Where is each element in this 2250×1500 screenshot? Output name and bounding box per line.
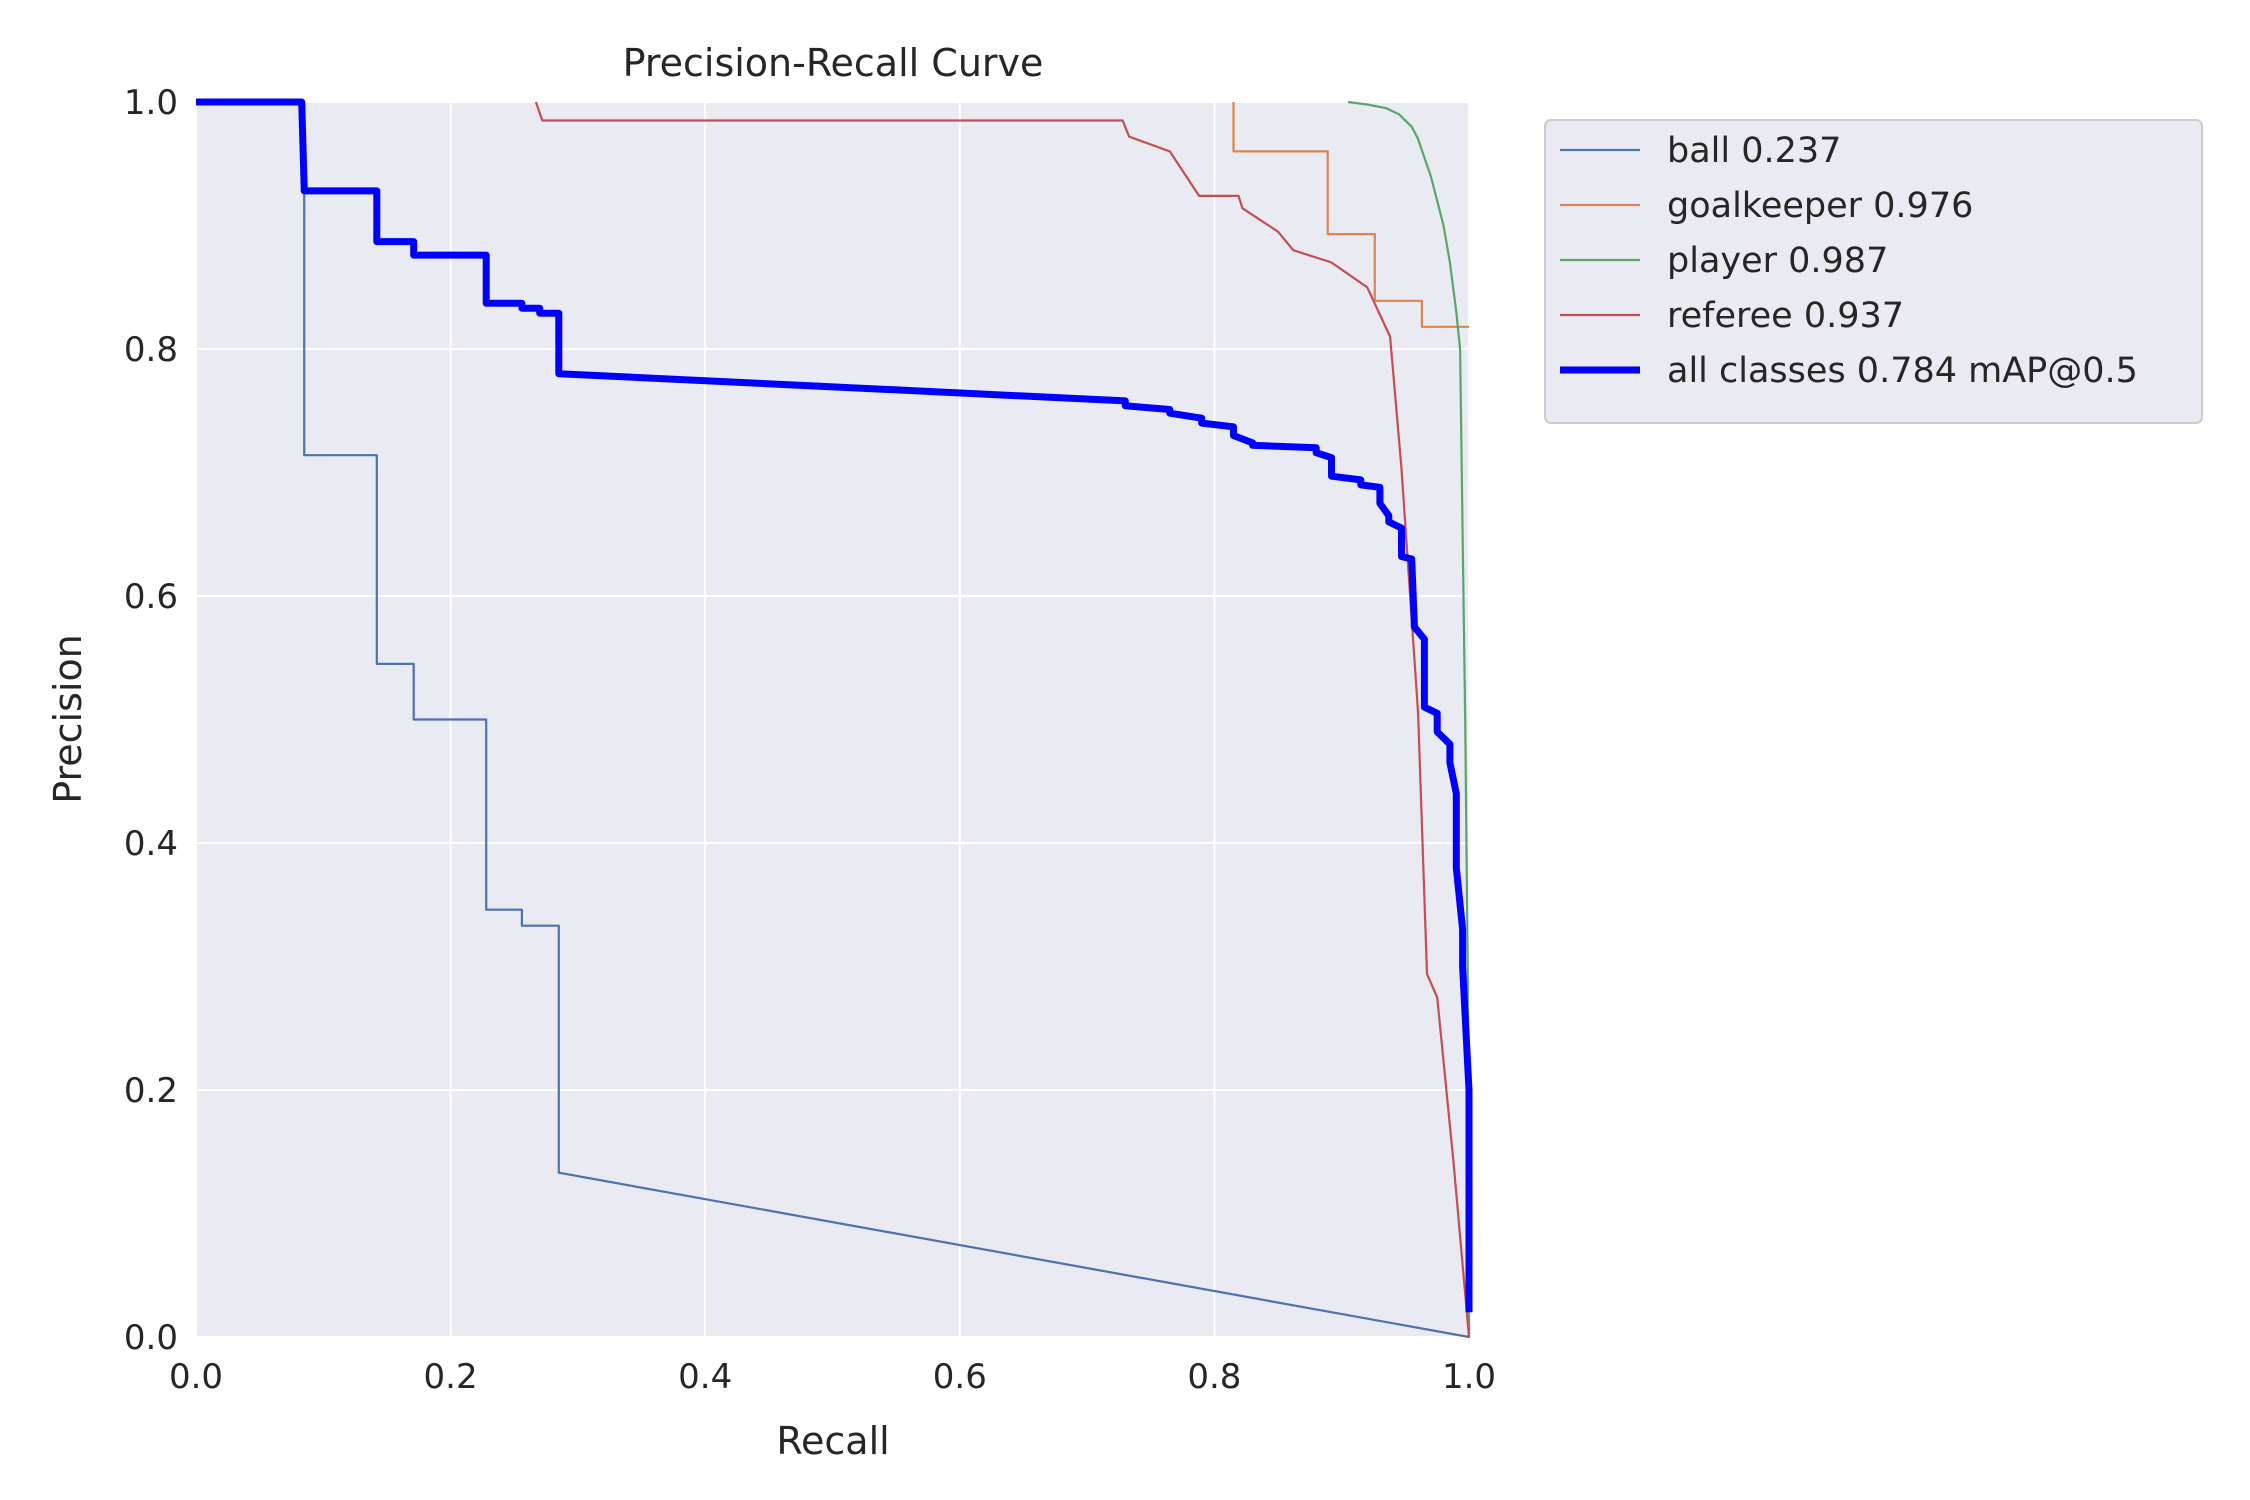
legend-label-0: ball 0.237 <box>1667 131 1841 171</box>
x-tick-label: 1.0 <box>1442 1357 1496 1397</box>
y-tick-label: 0.0 <box>124 1318 178 1358</box>
y-tick-label: 0.6 <box>124 577 178 617</box>
y-axis-label: Precision <box>46 634 90 804</box>
x-tick-label: 0.6 <box>933 1357 987 1397</box>
series-line-1 <box>1232 102 1469 328</box>
grid-lines <box>195 101 1470 1338</box>
x-tick-label: 0.0 <box>169 1357 223 1397</box>
series-line-0 <box>196 100 1471 1339</box>
y-tick-label: 0.4 <box>124 824 178 864</box>
chart-title: Precision-Recall Curve <box>623 41 1044 85</box>
legend-box <box>1544 119 2203 424</box>
y-tick-label: 0.8 <box>124 330 178 370</box>
series-line-3 <box>534 101 1471 1338</box>
x-tick-label: 0.2 <box>424 1357 478 1397</box>
y-tick-label: 0.2 <box>124 1071 178 1111</box>
legend-label-3: referee 0.937 <box>1667 296 1904 336</box>
x-axis-label: Recall <box>776 1419 889 1463</box>
x-tick-label: 0.8 <box>1187 1357 1241 1397</box>
y-axis-ticks: 0.0 0.2 0.4 0.6 0.8 1.0 <box>124 83 178 1358</box>
legend-label-2: player 0.987 <box>1667 241 1888 281</box>
plot-area <box>196 102 1469 1337</box>
legend-label-4: all classes 0.784 mAP@0.5 <box>1667 351 2138 391</box>
y-tick-label: 1.0 <box>124 83 178 123</box>
x-axis-ticks: 0.0 0.2 0.4 0.6 0.8 1.0 <box>169 1357 1496 1397</box>
series-line-4 <box>196 98 1473 1313</box>
legend-label-1: goalkeeper 0.976 <box>1667 186 1973 226</box>
series-line-2 <box>1347 100 1471 1338</box>
legend: ball 0.237 goalkeeper 0.976 player 0.987 re… <box>1544 119 2203 424</box>
series-layer <box>196 98 1473 1339</box>
x-tick-label: 0.4 <box>678 1357 732 1397</box>
